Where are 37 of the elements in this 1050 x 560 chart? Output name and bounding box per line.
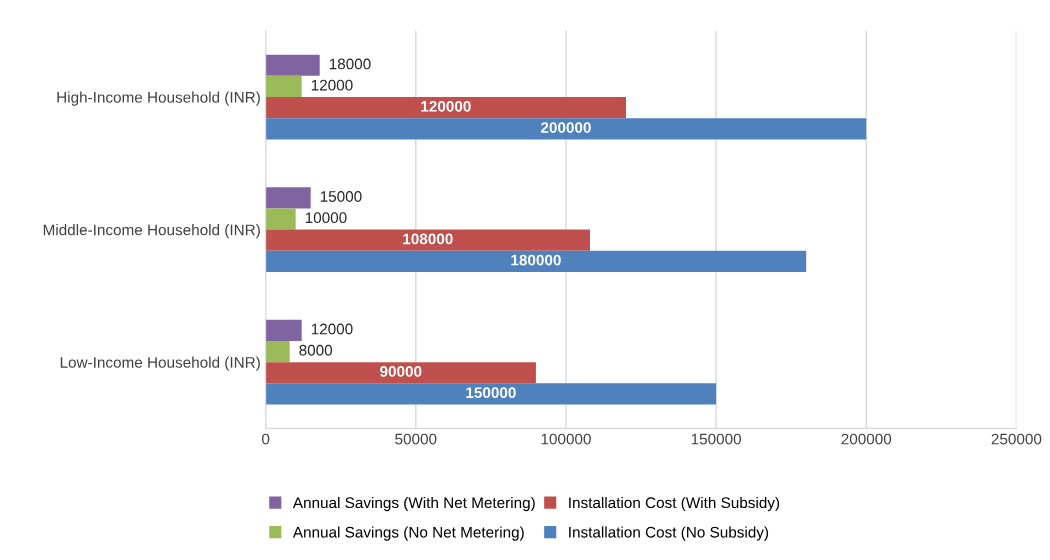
bar [265, 229, 590, 251]
bar [265, 75, 302, 98]
data-label: 10000 [305, 212, 347, 224]
y-tick-label: High-Income Household (INR) [57, 91, 260, 106]
data-label: 12000 [311, 323, 353, 335]
data-label: 8000 [299, 344, 333, 356]
x-tick-label: 100000 [541, 433, 591, 445]
x-tick-label: 200000 [841, 433, 892, 445]
data-label: 120000 [421, 100, 471, 112]
data-label: 18000 [329, 58, 371, 70]
x-tick-label: 0 [262, 433, 270, 445]
legend-label: Annual Savings (No Net Metering) [292, 526, 524, 541]
data-label: 12000 [311, 79, 353, 91]
bar [265, 118, 867, 140]
data-label: 90000 [380, 366, 422, 377]
legend-label: Annual Savings (With Net Metering) [292, 496, 535, 512]
bar [265, 97, 627, 119]
y-tick-label: Low-Income Household (INR) [60, 356, 260, 371]
data-label: 180000 [511, 254, 561, 266]
y-tick-label: Middle-Income Household (INR) [43, 224, 260, 239]
bar [265, 208, 296, 230]
x-tick-label: 150000 [691, 433, 741, 445]
bar [265, 187, 311, 209]
data-label: 108000 [403, 233, 453, 245]
legend-label: Installation Cost (With Subsidy) [569, 496, 780, 512]
bar [265, 362, 536, 384]
x-tick-label: 50000 [395, 433, 437, 445]
data-label: 15000 [320, 191, 362, 202]
data-label: 200000 [540, 122, 591, 133]
bar [265, 54, 320, 76]
bar [265, 340, 290, 363]
bar [265, 383, 717, 405]
x-tick-label: 250000 [991, 433, 1042, 445]
legend-label: Installation Cost (No Subsidy) [569, 526, 769, 541]
bar [265, 250, 807, 273]
data-label: 150000 [466, 387, 516, 399]
bar [265, 319, 302, 341]
